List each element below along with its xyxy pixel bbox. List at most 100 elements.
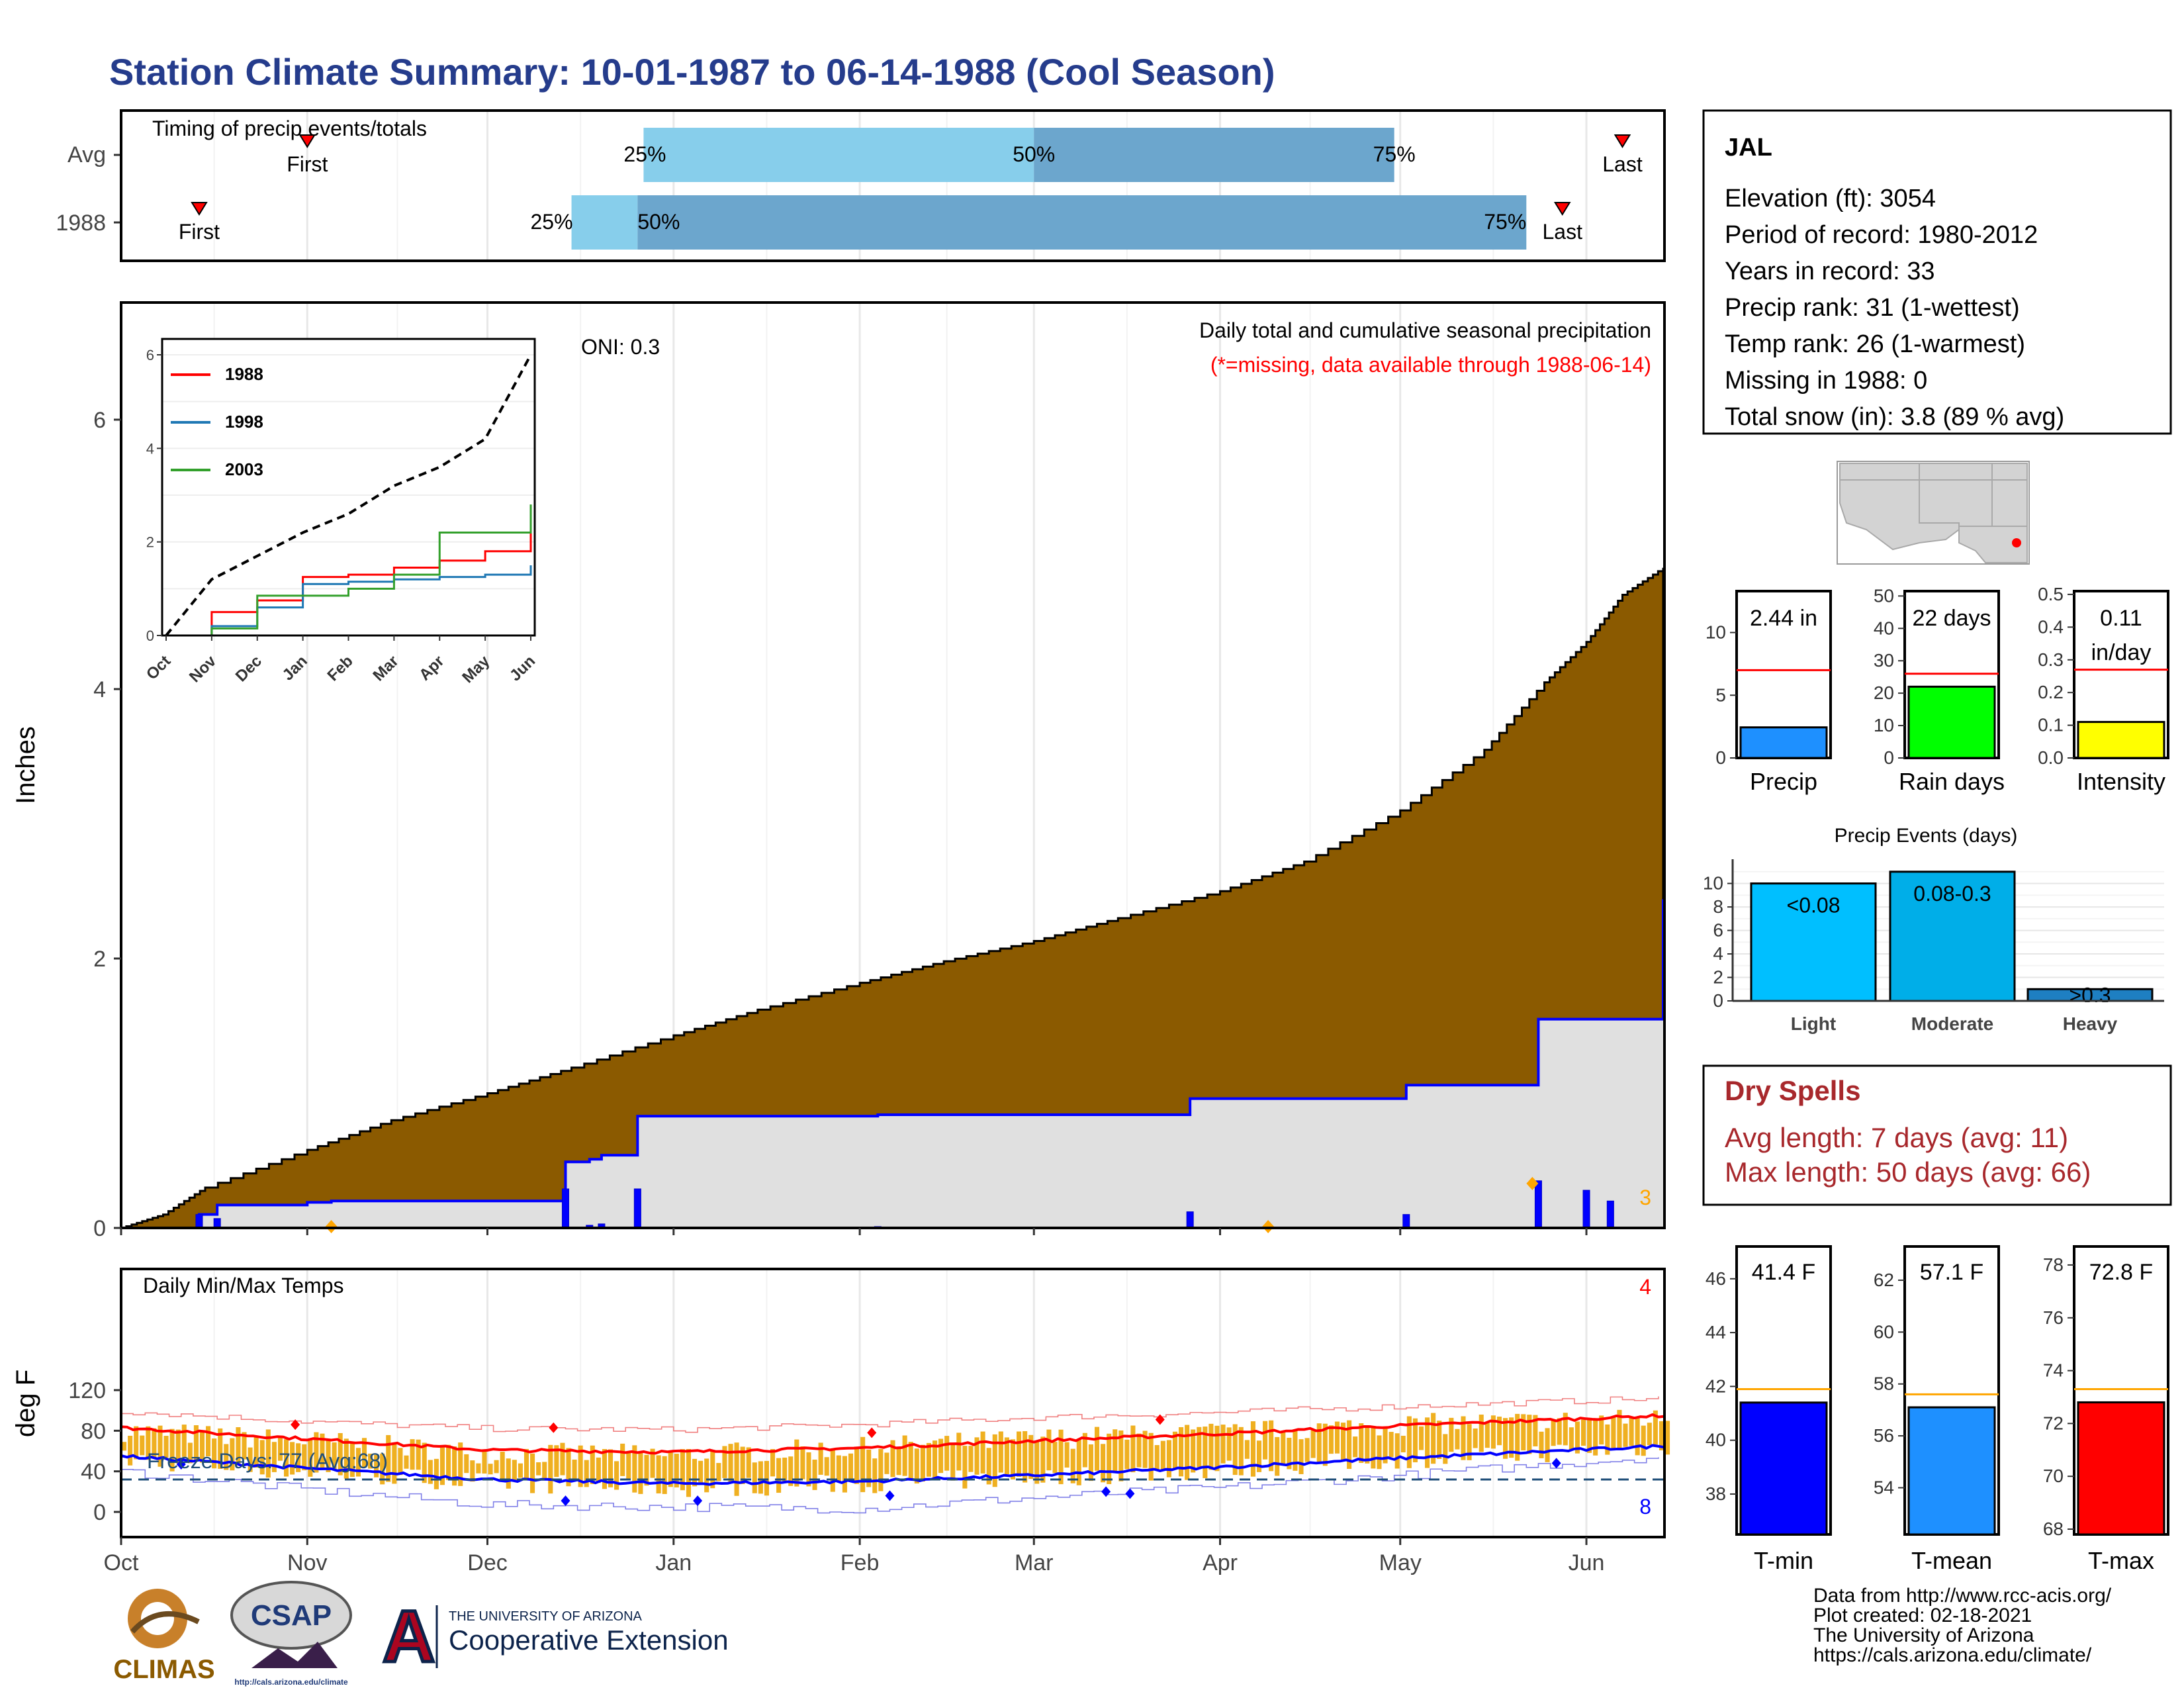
events-y-tick-label: 2 — [1713, 967, 1723, 988]
daily-temp-bar — [452, 1446, 457, 1486]
temp-bar-t-mean-bar — [1907, 1406, 1996, 1536]
daily-temp-bar — [1473, 1428, 1478, 1448]
inset-legend-label: 1988 — [225, 364, 263, 384]
daily-temp-bar — [1623, 1423, 1628, 1447]
temp-bar-t-max-tick-label: 74 — [2043, 1360, 2064, 1381]
ua-logo: A THE UNIVERSITY OF ARIZONA Cooperative … — [381, 1595, 729, 1679]
mini-bar-intensity-tick-label: 0.0 — [2038, 747, 2064, 768]
temp-y-tick-label: 40 — [81, 1460, 106, 1485]
record-low-marker — [885, 1490, 895, 1501]
daily-temp-bar — [248, 1447, 253, 1472]
record-low-count: 8 — [1639, 1495, 1651, 1519]
daily-temp-bar — [854, 1446, 860, 1484]
daily-temp-bar — [716, 1463, 721, 1481]
events-y-tick-label: 6 — [1713, 920, 1723, 941]
daily-precip-bar — [561, 1188, 569, 1229]
daily-temp-bar — [1130, 1425, 1136, 1473]
record-high-marker — [291, 1419, 300, 1430]
daily-temp-bar — [650, 1448, 655, 1478]
daily-temp-bar — [848, 1453, 854, 1481]
daily-temp-bar — [1580, 1419, 1586, 1446]
daily-temp-bar — [908, 1442, 913, 1481]
precip-events-title: Precip Events (days) — [1835, 825, 2018, 847]
temp-bar-t-min-bar — [1739, 1401, 1828, 1536]
daily-temp-bar — [1017, 1431, 1022, 1477]
temp-bar-t-min-tick-label: 40 — [1706, 1430, 1726, 1450]
daily-temp-bar — [782, 1457, 788, 1482]
daily-temp-bar — [692, 1458, 698, 1487]
daily-temp-bar — [1197, 1427, 1202, 1468]
daily-temp-bar — [404, 1455, 409, 1469]
daily-temp-bar — [1214, 1425, 1220, 1472]
daily-temp-bar — [1076, 1440, 1081, 1485]
daily-temp-bar — [422, 1442, 427, 1483]
mini-bar-rain-days-tick-label: 10 — [1874, 715, 1894, 735]
timing-last-marker-label: Last — [1543, 220, 1583, 244]
daily-temp-bar — [1328, 1425, 1334, 1454]
daily-temp-bar — [536, 1462, 541, 1476]
daily-temp-bar — [416, 1439, 421, 1470]
daily-temp-bar — [1082, 1432, 1087, 1468]
daily-temp-bar — [175, 1429, 181, 1464]
daily-temp-bar — [169, 1429, 175, 1472]
daily-temp-bar — [674, 1454, 679, 1488]
daily-temp-bar — [355, 1448, 361, 1477]
mini-bar-rain-days-tick-label: 20 — [1874, 682, 1894, 703]
daily-temp-bar — [584, 1460, 589, 1487]
daily-temp-bar — [1641, 1425, 1646, 1456]
climas-swoosh — [130, 1611, 200, 1634]
footer-url: https://cals.arizona.edu/climate/ — [1813, 1644, 2092, 1666]
daily-temp-bar — [1503, 1418, 1508, 1459]
daily-temp-bar — [1574, 1421, 1580, 1454]
month-tick-label: Mar — [1015, 1550, 1054, 1575]
record-low-marker — [176, 1458, 186, 1470]
daily-temp-bar — [1334, 1421, 1340, 1454]
mini-bar-rain-days-tick-label: 0 — [1884, 747, 1894, 768]
daily-temp-bar — [1070, 1448, 1075, 1483]
dry-spells-max: Max length: 50 days (avg: 66) — [1725, 1156, 2091, 1188]
temp-bar-t-mean-axis-label: T-mean — [1911, 1547, 1992, 1574]
timing-first-marker-label: First — [287, 152, 328, 176]
map-texas — [1958, 526, 2028, 563]
daily-precip-bar — [1606, 1200, 1614, 1229]
daily-temp-bar — [1101, 1444, 1106, 1483]
daily-temp-bar — [974, 1437, 979, 1475]
inset-series-line — [165, 354, 532, 637]
daily-temp-bar — [1461, 1416, 1466, 1460]
timing-p75-label: 75% — [1373, 142, 1416, 166]
mini-bar-rain-days-bar — [1907, 685, 1996, 759]
timing-p25-label: 25% — [623, 142, 666, 166]
daily-temp-bar — [824, 1457, 829, 1476]
daily-temp-bar — [914, 1448, 919, 1484]
footer-credits: Data from http://www.rcc-acis.org/ Plot … — [1813, 1585, 2112, 1666]
daily-temp-bar — [1388, 1432, 1394, 1458]
daily-temp-bar — [1287, 1438, 1292, 1470]
daily-temp-bar — [1046, 1429, 1052, 1471]
inset-y-tick-label: 2 — [146, 534, 154, 551]
daily-temp-bar — [1557, 1418, 1562, 1445]
temp-bar-t-min-tick-label: 44 — [1706, 1322, 1726, 1342]
footer-data-source: Data from http://www.rcc-acis.org/ — [1813, 1585, 2112, 1607]
record-low-marker — [693, 1495, 703, 1507]
precip-areas — [121, 567, 1664, 1233]
daily-temp-bar — [1185, 1425, 1190, 1480]
daily-temp-bar — [1629, 1417, 1634, 1446]
timing-first-marker-label: First — [179, 220, 220, 244]
daily-temp-bar — [445, 1444, 451, 1480]
climas-logo: CLIMAS — [113, 1589, 215, 1684]
temp-y-label: deg F — [11, 1370, 40, 1437]
csap-url: http://cals.arizona.edu/climate — [234, 1677, 348, 1687]
daily-temp-bar — [602, 1449, 607, 1489]
record-low-marker — [1551, 1458, 1561, 1469]
daily-temp-bar — [1064, 1442, 1069, 1468]
daily-temp-bar — [1058, 1429, 1064, 1485]
average-tmax-line — [120, 1413, 1665, 1455]
daily-temp-bar — [788, 1456, 794, 1486]
map-new-mexico — [1919, 463, 2028, 527]
daily-temp-bar — [296, 1443, 301, 1472]
daily-temp-bar — [752, 1462, 757, 1493]
inset-legend-label: 2003 — [225, 459, 263, 479]
temp-bar-t-mean-value-label: 57.1 F — [1920, 1260, 1983, 1285]
daily-temp-bar — [224, 1444, 229, 1470]
daily-temp-bar — [343, 1438, 349, 1479]
